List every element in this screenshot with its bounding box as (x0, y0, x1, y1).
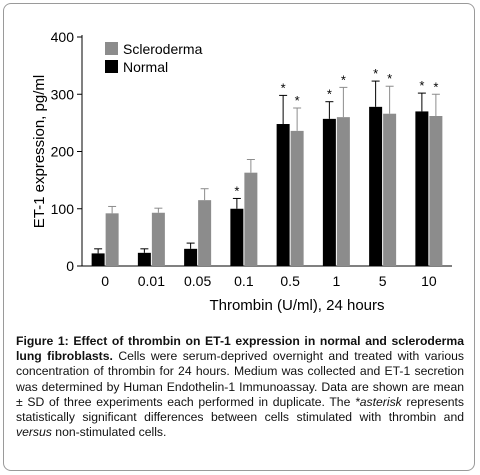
y-tick-label: 0 (66, 258, 74, 274)
figure-caption: Figure 1: Effect of thrombin on ET-1 exp… (16, 334, 464, 440)
bar-normal-6 (369, 106, 383, 266)
significance-marker-normal-7: * (419, 78, 424, 93)
significance-marker-scleroderma-4: * (295, 93, 300, 108)
significance-marker-scleroderma-6: * (387, 71, 392, 86)
caption-text-1: Cells were serum-deprived overnight and … (16, 349, 464, 409)
bar-normal-0 (91, 253, 105, 266)
caption-text-2: represents statistically significant dif… (16, 394, 465, 425)
axes: 0 100 200 300 400 ET-1 expression, pg/ml 0 0.01… (31, 29, 452, 314)
significance-marker-normal-4: * (281, 80, 286, 95)
caption-label: Figure 1: (16, 334, 69, 348)
significance-marker-scleroderma-7: * (433, 79, 438, 94)
bar-scleroderma-6 (383, 113, 397, 266)
bar-scleroderma-0 (105, 213, 119, 266)
y-tick-label: 400 (51, 29, 75, 45)
x-tick-label: 0.5 (280, 273, 300, 289)
bar-normal-2 (184, 248, 198, 266)
legend-swatch-normal (105, 60, 118, 73)
bar-scleroderma-2 (198, 200, 212, 266)
chart-area: 0 100 200 300 400 ET-1 expression, pg/ml 0 0.01… (31, 29, 452, 314)
legend-swatch-scleroderma (105, 42, 118, 55)
bar-scleroderma-4 (290, 130, 304, 266)
bar-normal-1 (137, 252, 151, 266)
x-tick-label: 0.05 (184, 273, 211, 289)
bar-normal-4 (276, 124, 290, 267)
legend-label-scleroderma: Scleroderma (123, 41, 203, 57)
bar-chart: 0 100 200 300 400 ET-1 expression, pg/ml 0 0.01… (31, 29, 452, 314)
significance-marker-normal-3: * (234, 183, 239, 198)
significance-marker-normal-6: * (373, 66, 378, 81)
bar-scleroderma-5 (336, 117, 350, 267)
significance-marker-normal-5: * (327, 87, 332, 102)
bar-normal-5 (322, 118, 336, 267)
y-tick-label: 200 (51, 144, 75, 160)
bars: * * * * * * * * * (91, 66, 443, 267)
x-tick-label: 1 (332, 273, 340, 289)
x-axis-label: Thrombin (U/ml), 24 hours (209, 297, 384, 314)
legend: Scleroderma Normal (105, 41, 203, 75)
legend-label-normal: Normal (123, 59, 168, 75)
caption-text-3: non-stimulated cells. (51, 425, 167, 440)
bar-normal-7 (415, 111, 429, 266)
x-tick-label: 0 (101, 273, 109, 289)
x-tick-label: 0.1 (234, 273, 254, 289)
significance-marker-scleroderma-5: * (341, 72, 346, 87)
caption-versus-term: versus (16, 425, 52, 440)
x-tick-label: 0.01 (138, 273, 165, 289)
x-tick-label: 10 (421, 273, 437, 289)
bar-scleroderma-7 (429, 116, 443, 266)
bar-normal-3 (230, 208, 244, 266)
caption-title: Effect of thrombin on ET-1 expression in… (16, 334, 464, 364)
y-tick-label: 300 (51, 86, 75, 102)
bar-scleroderma-3 (244, 172, 258, 266)
caption-asterisk-term: *asterisk (355, 394, 402, 409)
x-tick-label: 5 (379, 273, 387, 289)
y-tick-label: 100 (51, 201, 75, 217)
bar-scleroderma-1 (151, 212, 165, 266)
y-axis-label: ET-1 expression, pg/ml (31, 75, 48, 228)
